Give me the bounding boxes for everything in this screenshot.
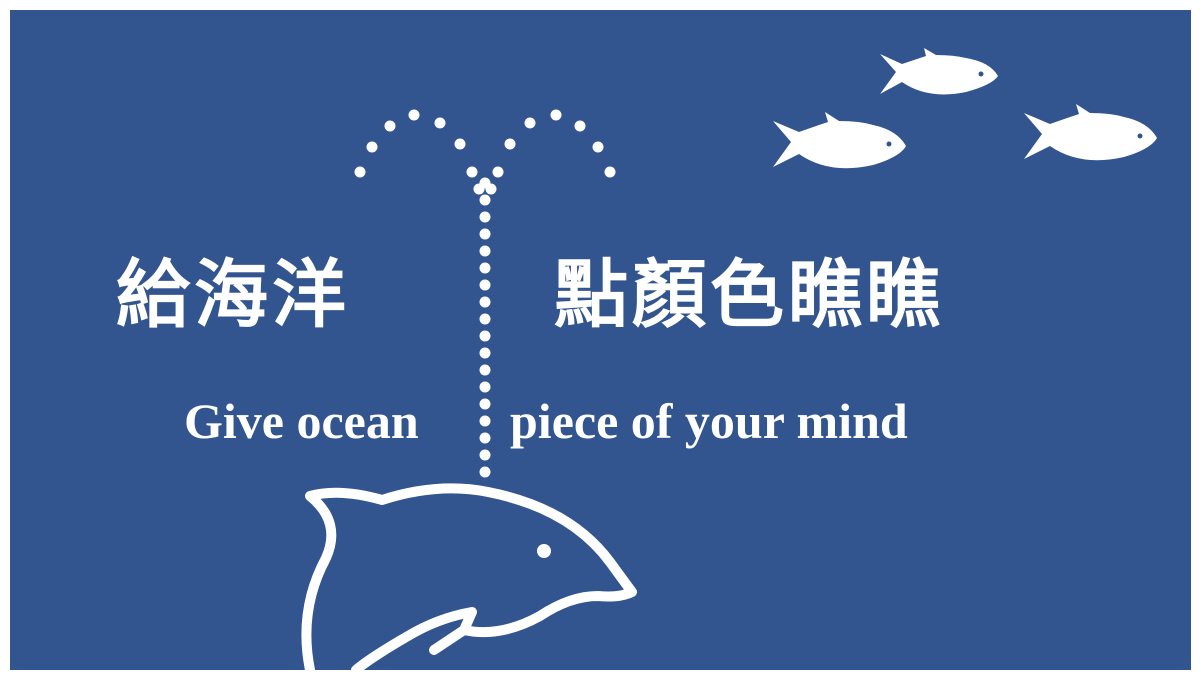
fish-icon <box>773 112 906 169</box>
title-en-right: piece of your mind <box>510 393 908 449</box>
fish-icon <box>1024 104 1157 161</box>
title-en-left: Give ocean <box>184 393 419 449</box>
water-spout-dots <box>354 109 616 478</box>
title-zh-right: 點顏色瞧瞧 <box>554 252 944 338</box>
banner: 給海洋 點顏色瞧瞧 Give ocean piece of your mind <box>10 10 1191 670</box>
dolphin-icon <box>301 483 637 670</box>
title-zh-left: 給海洋 <box>116 252 350 338</box>
fish-icon <box>880 48 998 95</box>
illustration <box>301 48 1157 670</box>
